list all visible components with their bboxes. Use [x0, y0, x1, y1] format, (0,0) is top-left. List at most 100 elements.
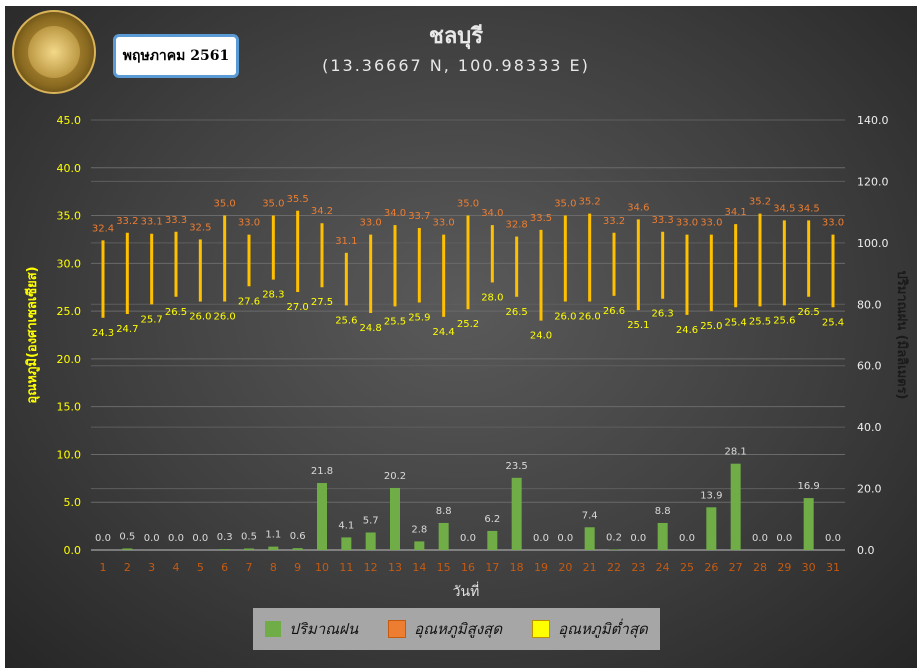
x-tick-label: 30	[802, 561, 816, 574]
min-temp-label: 24.3	[92, 328, 114, 339]
x-tick-label: 5	[197, 561, 204, 574]
max-temp-label: 33.0	[822, 218, 844, 229]
rain-bar	[390, 487, 400, 550]
rain-data-label: 7.4	[582, 510, 598, 521]
y-axis-title: อุณหภูมิ(องศาเซลเซียส)	[24, 266, 40, 403]
rain-data-label: 0.5	[241, 531, 257, 542]
y2-tick-label: 140.0	[857, 114, 889, 127]
rain-data-label: 0.2	[606, 532, 622, 543]
x-tick-label: 15	[437, 561, 451, 574]
x-tick-label: 25	[680, 561, 694, 574]
x-tick-label: 28	[753, 561, 767, 574]
rain-data-label: 0.0	[95, 533, 111, 544]
min-temp-label: 28.0	[481, 292, 503, 303]
max-temp-label: 34.6	[627, 202, 649, 213]
rain-data-label: 0.0	[144, 533, 160, 544]
min-temp-label: 25.6	[773, 315, 795, 326]
x-tick-label: 9	[294, 561, 301, 574]
max-temp-label: 34.5	[798, 203, 820, 214]
min-temp-label: 25.5	[749, 316, 771, 327]
min-temp-label: 25.2	[457, 319, 479, 330]
x-tick-label: 16	[461, 561, 475, 574]
max-temp-label: 32.4	[92, 223, 114, 234]
x-tick-label: 29	[777, 561, 791, 574]
y-tick-label: 10.0	[57, 448, 82, 461]
min-temp-label: 25.5	[384, 316, 406, 327]
min-temp-label: 26.5	[165, 307, 187, 318]
min-temp-label: 25.4	[822, 317, 844, 328]
rain-data-label: 20.2	[384, 471, 406, 482]
max-temp-label: 32.8	[506, 220, 528, 231]
rain-data-label: 0.0	[557, 533, 573, 544]
y-tick-label: 35.0	[57, 210, 82, 223]
max-temp-label: 33.3	[652, 215, 674, 226]
x-tick-label: 19	[534, 561, 548, 574]
min-temp-label: 25.0	[700, 321, 722, 332]
rain-data-label: 8.8	[436, 506, 452, 517]
x-tick-label: 10	[315, 561, 329, 574]
max-temp-label: 33.2	[603, 216, 625, 227]
min-temp-label: 25.1	[627, 320, 649, 331]
max-temp-label: 35.5	[287, 194, 309, 205]
x-tick-label: 31	[826, 561, 840, 574]
y-tick-label: 15.0	[57, 401, 82, 414]
min-temp-label: 28.3	[262, 290, 284, 301]
rain-data-label: 0.0	[460, 533, 476, 544]
max-temp-label: 32.5	[189, 222, 211, 233]
x-axis-title: วันที่	[453, 582, 480, 600]
min-temp-label: 25.4	[725, 317, 747, 328]
rain-bar	[706, 507, 717, 550]
max-temp-label: 35.0	[554, 199, 576, 210]
x-tick-label: 20	[558, 561, 572, 574]
max-temp-label: 33.1	[141, 217, 163, 228]
max-temp-label: 35.2	[749, 197, 771, 208]
x-tick-label: 13	[388, 561, 402, 574]
x-tick-label: 6	[221, 561, 228, 574]
y-tick-label: 5.0	[64, 496, 82, 509]
x-tick-label: 23	[631, 561, 645, 574]
rain-data-label: 0.0	[630, 533, 646, 544]
x-tick-label: 21	[583, 561, 597, 574]
legend-swatch-min	[532, 620, 551, 638]
max-temp-label: 33.7	[408, 211, 430, 222]
min-temp-label: 25.6	[335, 315, 357, 326]
rain-bar	[487, 530, 498, 550]
rain-bar	[317, 483, 327, 550]
max-temp-label: 33.0	[238, 218, 260, 229]
rain-data-label: 0.5	[119, 531, 135, 542]
rain-data-label: 2.8	[411, 524, 427, 535]
x-tick-label: 2	[124, 561, 131, 574]
min-temp-label: 27.5	[311, 297, 333, 308]
chart-subtitle: (13.36667 N, 100.98333 E)	[322, 56, 590, 75]
rain-bar	[609, 549, 619, 550]
x-tick-label: 3	[148, 561, 155, 574]
x-tick-label: 24	[656, 561, 670, 574]
max-temp-label: 33.3	[165, 215, 187, 226]
rain-data-label: 0.3	[217, 532, 233, 543]
legend-label-rain: ปริมาณฝน	[289, 620, 359, 638]
chart-title: ชลบุรี	[428, 24, 484, 49]
meteorological-department-logo	[12, 10, 96, 94]
x-tick-label: 27	[729, 561, 743, 574]
min-temp-label: 26.5	[798, 307, 820, 318]
max-temp-label: 35.0	[457, 199, 479, 210]
x-tick-label: 22	[607, 561, 621, 574]
max-temp-label: 33.0	[433, 218, 455, 229]
min-temp-label: 26.0	[189, 312, 211, 323]
legend-item-rain: ปริมาณฝน	[265, 617, 358, 641]
min-temp-label: 26.0	[579, 312, 601, 323]
rain-data-label: 0.0	[776, 533, 792, 544]
min-temp-label: 24.8	[360, 323, 382, 334]
y2-tick-label: 80.0	[857, 298, 882, 311]
y2-tick-label: 0.0	[857, 544, 875, 557]
x-tick-label: 8	[270, 561, 277, 574]
x-tick-label: 7	[246, 561, 253, 574]
y-tick-label: 45.0	[57, 114, 82, 127]
x-tick-label: 1	[100, 561, 107, 574]
rain-data-label: 0.0	[679, 533, 695, 544]
rain-data-label: 21.8	[311, 466, 333, 477]
max-temp-label: 34.0	[384, 208, 406, 219]
rain-bar	[584, 527, 595, 550]
min-temp-label: 24.6	[676, 325, 698, 336]
y2-tick-label: 20.0	[857, 483, 882, 496]
